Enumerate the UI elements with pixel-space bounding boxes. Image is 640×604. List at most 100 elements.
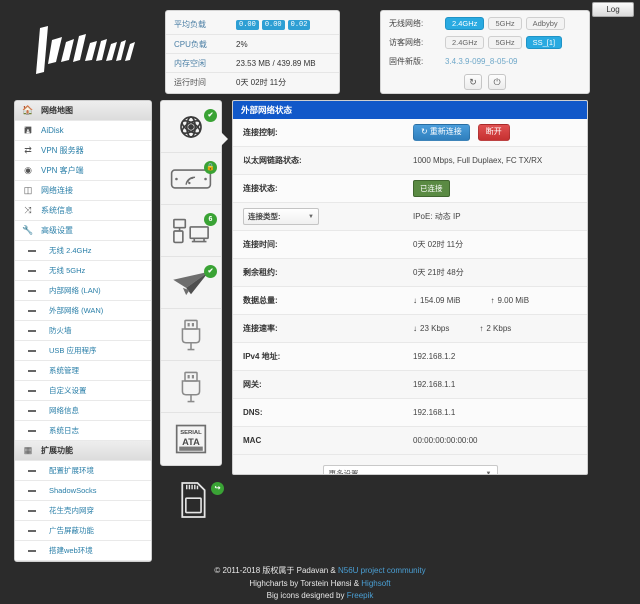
disconnect-button[interactable]: 断开 <box>477 124 510 141</box>
footer-link-n56u[interactable]: N56U project community <box>338 566 426 575</box>
stats-value-memory: 23.53 MB / 439.89 MB <box>236 58 316 68</box>
refresh-icon[interactable]: ↻ <box>464 74 482 90</box>
sidebar-item-extensions[interactable]: ▦ 扩展功能 <box>15 441 151 461</box>
rail-cell-usb-2[interactable] <box>161 361 221 413</box>
label-connection-rate: 连接速率: <box>243 324 278 333</box>
rail-cell-wireless[interactable]: 🔒 <box>161 153 221 205</box>
wireless-pill-adbyby[interactable]: Adbyby <box>525 16 565 31</box>
wireless-pill-24[interactable]: 2.4GHz <box>445 16 485 31</box>
status-badge-check: ✔ <box>204 109 217 122</box>
grid-icon: ▦ <box>23 445 33 455</box>
stats-label-memory[interactable]: 内存空闲 <box>174 58 206 68</box>
stats-row-memory[interactable]: 内存空闲 23.53 MB / 439.89 MB <box>166 53 339 72</box>
dash-icon <box>15 406 49 416</box>
sidebar-item-shadowsocks[interactable]: ShadowSocks <box>15 481 151 501</box>
sidebar-item-wireless-5[interactable]: 无线 5GHz <box>15 261 151 281</box>
page-footer: © 2011-2018 版权属于 Padavan & N56U project … <box>0 565 640 603</box>
wrench-icon: 🔧 <box>22 225 34 235</box>
dash-icon <box>15 506 49 516</box>
sidebar-item-system-admin[interactable]: 系统管理 <box>15 361 151 381</box>
data-total-pair: ↓ 154.09 MiB ↑ 9.00 MiB <box>413 296 529 305</box>
footer-icons-text: Big icons designed by <box>266 591 347 600</box>
guest-pill-24[interactable]: 2.4GHz <box>445 35 485 50</box>
disk-icon: 🖪 <box>24 124 32 135</box>
sidebar-item-lan[interactable]: 内部网络 (LAN) <box>15 281 151 301</box>
rail-selection-arrow <box>221 132 228 146</box>
sidebar-item-network-connections[interactable]: ◫ 网络连接 <box>15 181 151 201</box>
status-badge-lock: 🔒 <box>204 161 217 174</box>
sidebar-label-peanut-hull: 花生壳内网穿 <box>49 506 94 515</box>
footer-link-freepik[interactable]: Freepik <box>346 591 374 600</box>
stats-row-cpu[interactable]: CPU负载 2% <box>166 34 339 53</box>
footer-line-2: Highcharts by Torstein Hønsi & Highsoft <box>0 578 640 591</box>
row-data-total: 数据总量: ↓ 154.09 MiB ↑ 9.00 MiB <box>233 287 587 315</box>
sidebar-label-vpn-client: VPN 客户端 <box>41 166 84 175</box>
more-settings-select[interactable]: 更多设置... ▼ <box>322 465 498 474</box>
rail-cell-internet[interactable]: ✔ <box>161 101 221 153</box>
sidebar-label-lan: 内部网络 (LAN) <box>49 286 101 295</box>
sidebar-item-usb-apps[interactable]: USB 应用程序 <box>15 341 151 361</box>
row-connection-status: 连接状态: 已连接 <box>233 175 587 203</box>
card-action-buttons: ↻ ⏻ <box>381 74 589 90</box>
firmware-row: 固件新版: 3.4.3.9-099_8-05-09 <box>381 52 589 71</box>
sidebar-item-ad-block[interactable]: 广告屏蔽功能 <box>15 521 151 541</box>
row-ipv4: IPv4 地址: 192.168.1.2 <box>233 343 587 371</box>
sidebar-item-vpn-server[interactable]: ⇄ VPN 服务器 <box>15 141 151 161</box>
guest-pill-ss[interactable]: SS_[1] <box>525 35 563 50</box>
sidebar-item-network-info[interactable]: 网络信息 <box>15 401 151 421</box>
reconnect-button[interactable]: ↻ 重新连接 <box>413 124 470 141</box>
brand-logo <box>22 14 162 84</box>
rail-cell-sata[interactable]: SERIAL ATA <box>161 413 221 465</box>
label-mac: MAC <box>243 436 262 445</box>
wireless-row: 无线网络: 2.4GHz 5GHz Adbyby <box>381 14 589 33</box>
value-dns: 192.168.1.1 <box>413 408 456 417</box>
dash-icon <box>15 426 49 436</box>
power-icon[interactable]: ⏻ <box>488 74 506 90</box>
rail-cell-clients[interactable]: 6 <box>161 205 221 257</box>
wireless-label: 无线网络: <box>389 19 424 28</box>
guest-row: 访客网络: 2.4GHz 5GHz SS_[1] <box>381 33 589 52</box>
sidebar-item-vpn-client[interactable]: ◉ VPN 客户端 <box>15 161 151 181</box>
label-gateway: 网关: <box>243 380 262 389</box>
rail-cell-paperplane[interactable]: ✔ <box>161 257 221 309</box>
guest-pill-5[interactable]: 5GHz <box>488 35 522 50</box>
connection-type-select[interactable]: 连接类型: ▼ <box>243 208 319 225</box>
dash-icon <box>15 266 49 276</box>
panel-title: 外部网络状态 <box>233 101 587 119</box>
serial-ata-icon: SERIAL ATA <box>175 424 207 454</box>
status-badge-count: 6 <box>204 213 217 226</box>
log-button[interactable]: Log <box>592 2 634 17</box>
sidebar-item-firewall[interactable]: 防火墙 <box>15 321 151 341</box>
wireless-pill-5[interactable]: 5GHz <box>488 16 522 31</box>
rail-cell-usb-1[interactable] <box>161 309 221 361</box>
sidebar-label-usb-apps: USB 应用程序 <box>49 346 97 355</box>
guest-pills: 2.4GHz 5GHz SS_[1] <box>445 35 563 50</box>
dash-icon <box>15 546 49 556</box>
rate-down: ↓ 23 Kbps <box>413 324 449 333</box>
dash-icon <box>15 246 49 256</box>
sidebar-item-wireless-24[interactable]: 无线 2.4GHz <box>15 241 151 261</box>
sidebar-item-custom-settings[interactable]: 自定义设置 <box>15 381 151 401</box>
stats-label-cpu[interactable]: CPU负载 <box>174 39 207 49</box>
load-badge-1: 0.00 <box>236 20 259 30</box>
sidebar-item-system-log[interactable]: 系统日志 <box>15 421 151 441</box>
label-ipv4: IPv4 地址: <box>243 352 281 361</box>
value-connection-control: ↻ 重新连接 断开 <box>413 124 577 141</box>
sidebar-item-wan[interactable]: 外部网络 (WAN) <box>15 301 151 321</box>
sidebar-item-aidisk[interactable]: 🖪 AiDisk <box>15 121 151 141</box>
footer-line-1: © 2011-2018 版权属于 Padavan & N56U project … <box>0 565 640 578</box>
footer-link-highsoft[interactable]: Highsoft <box>361 578 391 588</box>
sidebar-item-advanced[interactable]: 🔧 高级设置 <box>15 221 151 241</box>
firmware-version[interactable]: 3.4.3.9-099_8-05-09 <box>445 57 518 66</box>
sidebar-label-network-info: 网络信息 <box>49 406 79 415</box>
rail-cell-sdcard[interactable]: ↪ <box>172 478 224 522</box>
dash-icon <box>15 486 49 496</box>
data-total-up: ↑ 9.00 MiB <box>490 296 529 305</box>
sidebar-item-peanut-hull[interactable]: 花生壳内网穿 <box>15 501 151 521</box>
sidebar-item-system-info[interactable]: ⤨ 系统信息 <box>15 201 151 221</box>
sidebar-item-network-map[interactable]: 🏠 网络地图 <box>15 101 151 121</box>
connection-rate-pair: ↓ 23 Kbps ↑ 2 Kbps <box>413 324 511 333</box>
sidebar-item-web-env[interactable]: 搭建web环境 <box>15 541 151 561</box>
row-dns: DNS: 192.168.1.1 <box>233 399 587 427</box>
sidebar-item-config-ext-env[interactable]: 配置扩展环境 <box>15 461 151 481</box>
